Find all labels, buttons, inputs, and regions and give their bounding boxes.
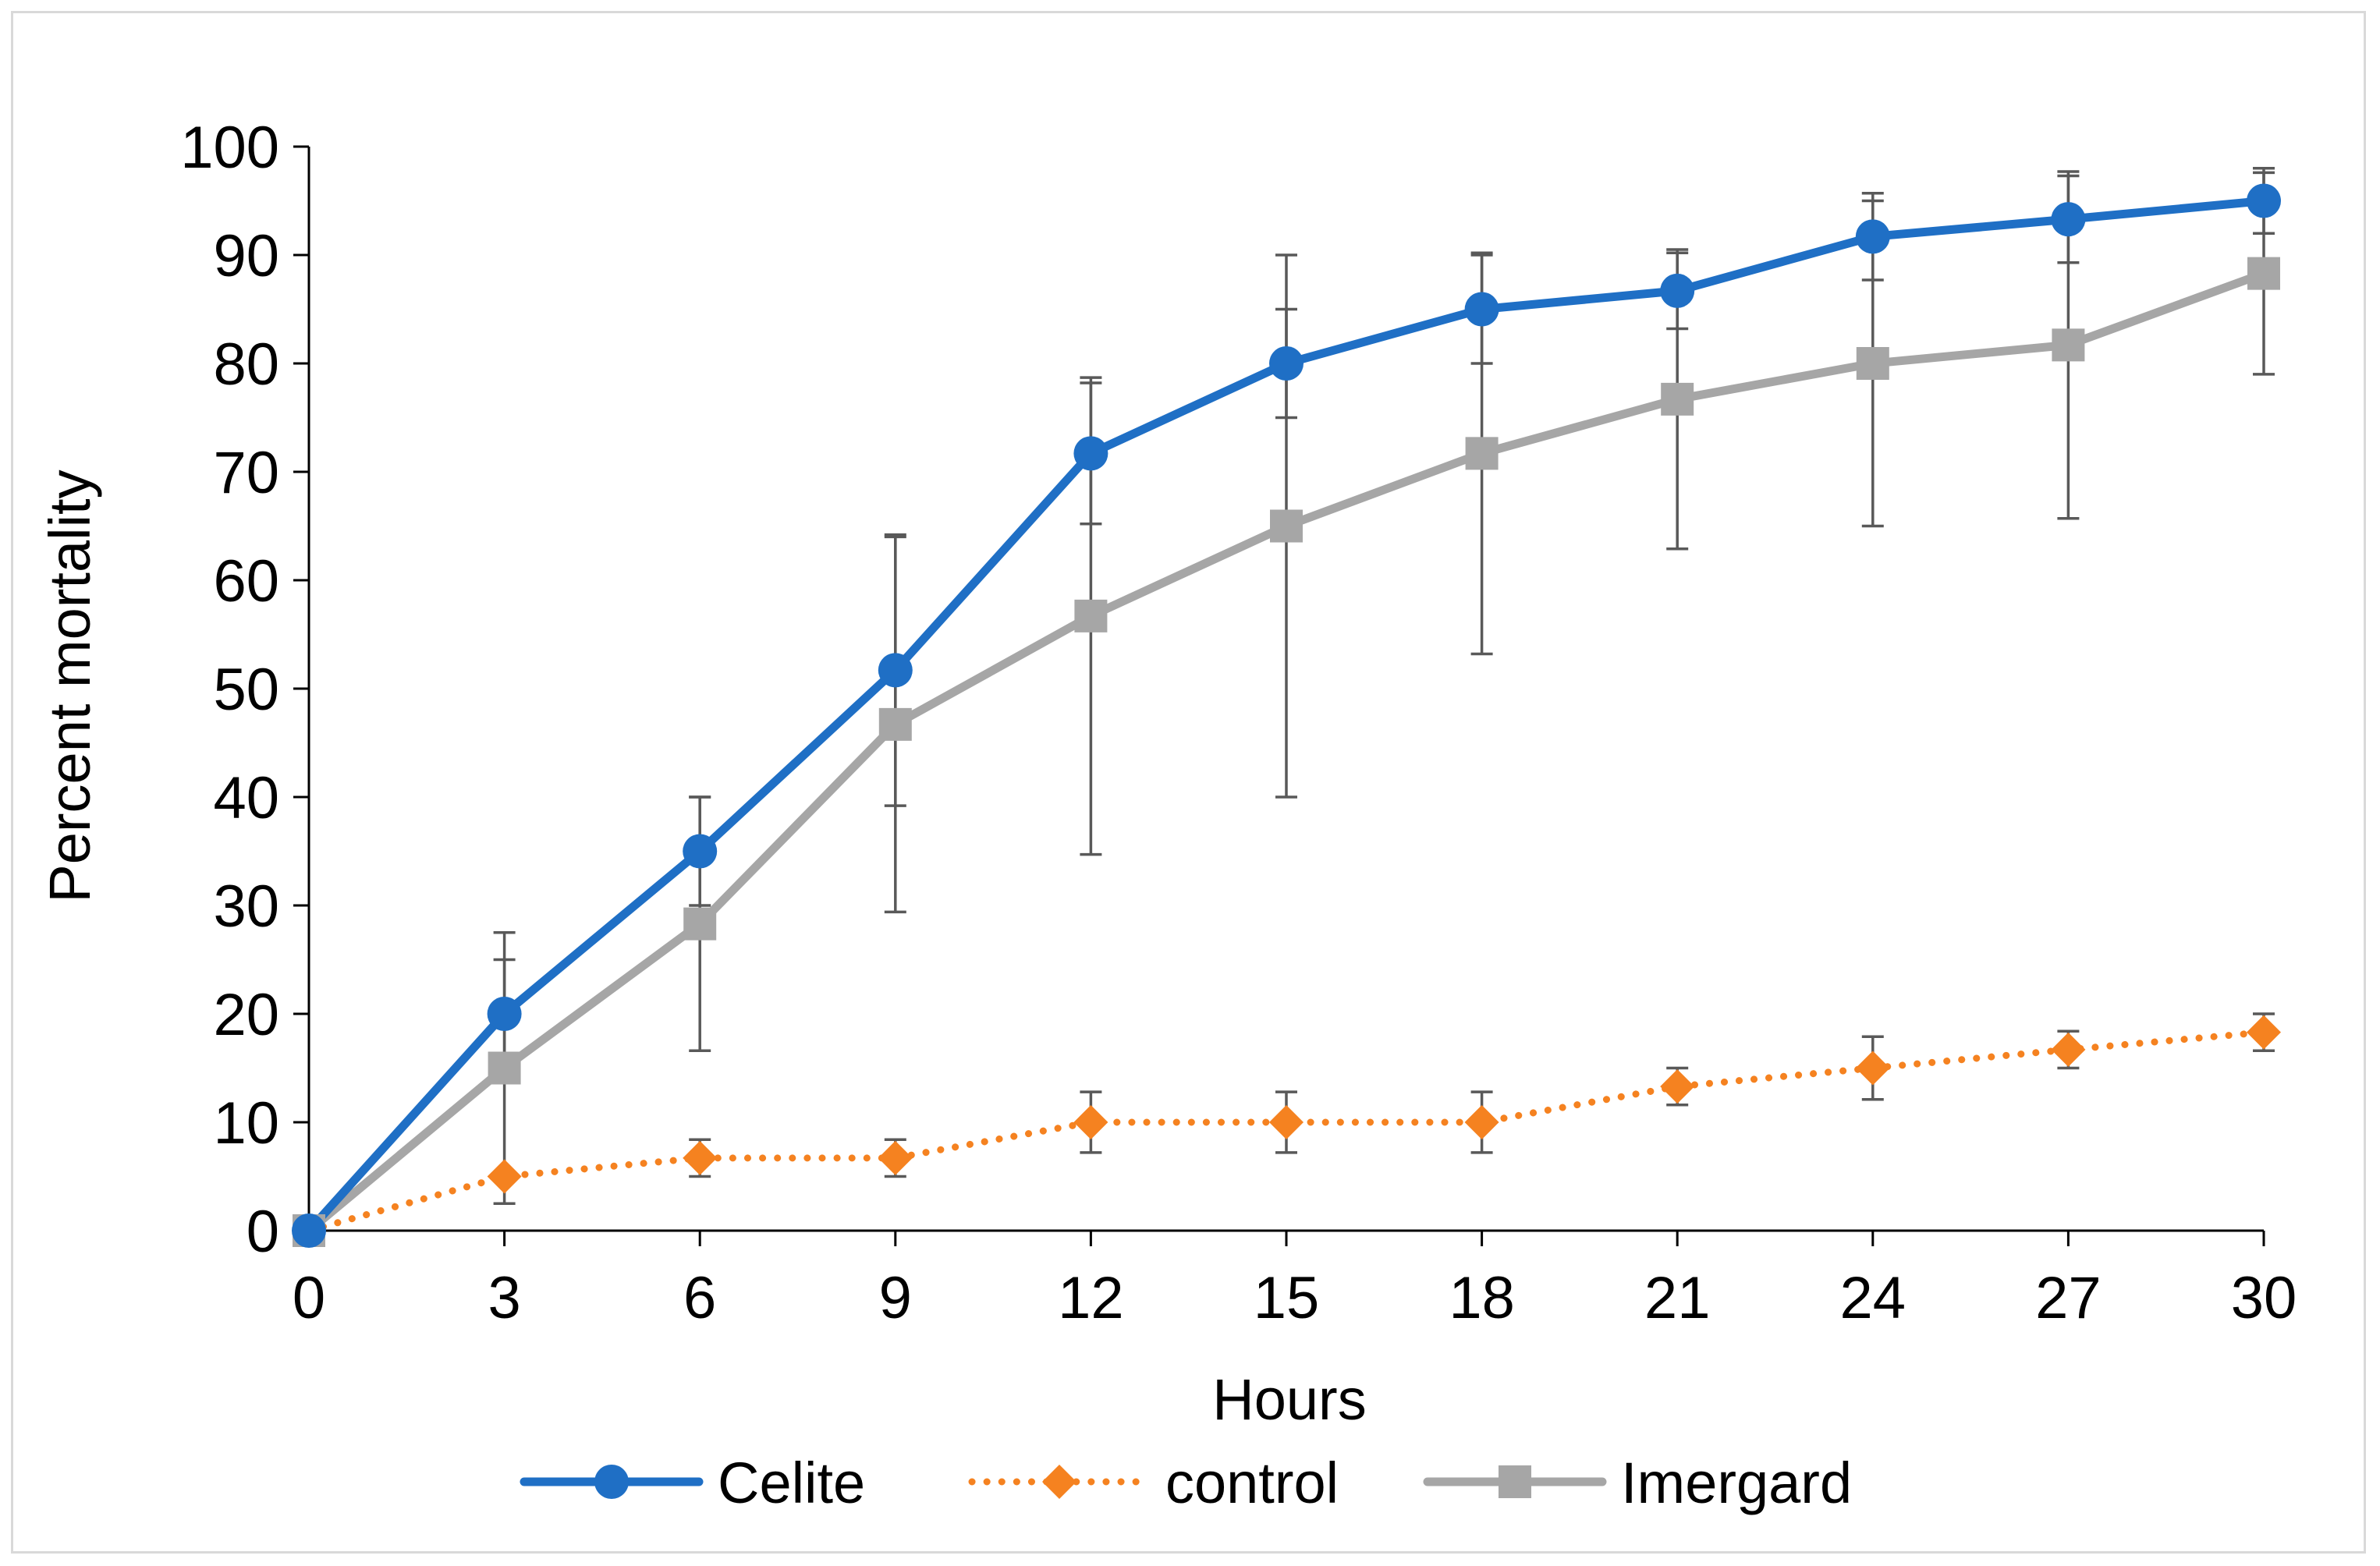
data-point-imergard <box>1074 599 1108 632</box>
data-point-celite <box>292 1213 326 1248</box>
y-tick-label: 80 <box>213 331 279 398</box>
y-tick-label: 70 <box>213 440 279 506</box>
legend-marker-control <box>1042 1465 1076 1499</box>
data-point-celite <box>878 653 913 688</box>
chart-frame <box>11 11 2366 1554</box>
data-point-celite <box>683 834 718 869</box>
data-point-control <box>1073 1105 1108 1139</box>
data-point-control <box>1464 1105 1499 1139</box>
data-point-control <box>2051 1032 2086 1067</box>
data-point-control <box>1660 1069 1695 1104</box>
data-point-celite <box>487 997 522 1031</box>
y-tick-label: 50 <box>213 657 279 723</box>
y-tick-label: 30 <box>213 873 279 940</box>
data-point-control <box>2247 1015 2281 1050</box>
data-point-imergard <box>1856 347 1889 380</box>
data-point-imergard <box>2247 257 2280 290</box>
data-point-celite <box>2051 202 2086 237</box>
y-tick-label: 20 <box>213 982 279 1048</box>
legend: Celite control Imergard <box>520 1451 1852 1515</box>
x-tick-labels: 0 3 6 9 12 15 18 21 24 27 30 <box>293 1265 2297 1331</box>
data-point-celite <box>1464 292 1499 327</box>
data-point-imergard <box>2052 328 2085 362</box>
y-tick-labels: 0 10 20 30 40 50 60 70 80 90 100 <box>180 115 279 1265</box>
y-tick-label: 40 <box>213 765 279 831</box>
data-point-celite <box>1660 273 1695 308</box>
x-tick-label: 24 <box>1840 1265 1906 1331</box>
series-markers <box>292 183 2281 1248</box>
error-bars <box>493 167 2275 1205</box>
legend-label-celite: Celite <box>718 1451 865 1515</box>
data-point-celite <box>2247 183 2281 218</box>
x-tick-label: 21 <box>1644 1265 1711 1331</box>
data-point-imergard <box>488 1051 521 1085</box>
x-tick-label: 3 <box>488 1265 520 1331</box>
x-axis-title: Hours <box>1212 1367 1366 1432</box>
data-point-imergard <box>1661 382 1694 416</box>
x-tick-label: 18 <box>1449 1265 1515 1331</box>
y-tick-label: 0 <box>247 1199 279 1265</box>
legend-label-imergard: Imergard <box>1621 1451 1852 1515</box>
data-point-control <box>1269 1105 1304 1139</box>
x-tick-label: 30 <box>2231 1265 2297 1331</box>
data-point-imergard <box>1465 437 1499 470</box>
data-point-imergard <box>1270 509 1303 543</box>
y-tick-label: 100 <box>180 115 279 181</box>
y-tick-label: 90 <box>213 223 279 289</box>
y-axis-title: Percent mortality <box>37 469 102 902</box>
data-point-control <box>683 1140 718 1175</box>
x-tick-label: 27 <box>2035 1265 2102 1331</box>
y-tick-label: 60 <box>213 548 279 615</box>
data-point-control <box>1855 1050 1890 1086</box>
data-point-celite <box>1269 346 1304 381</box>
data-point-celite <box>1073 436 1108 471</box>
x-tick-label: 12 <box>1058 1265 1124 1331</box>
axes <box>293 145 2265 1246</box>
legend-label-control: control <box>1165 1451 1339 1515</box>
data-point-control <box>487 1159 522 1194</box>
data-point-imergard <box>683 907 717 941</box>
data-point-imergard <box>878 707 912 741</box>
data-point-celite <box>1855 219 1890 254</box>
x-tick-label: 0 <box>293 1265 325 1331</box>
y-tick-label: 10 <box>213 1090 279 1157</box>
x-tick-label: 9 <box>879 1265 912 1331</box>
x-tick-label: 15 <box>1254 1265 1320 1331</box>
x-tick-label: 6 <box>683 1265 716 1331</box>
data-point-control <box>878 1140 913 1175</box>
legend-marker-imergard <box>1499 1465 1531 1498</box>
legend-marker-celite <box>594 1465 629 1499</box>
